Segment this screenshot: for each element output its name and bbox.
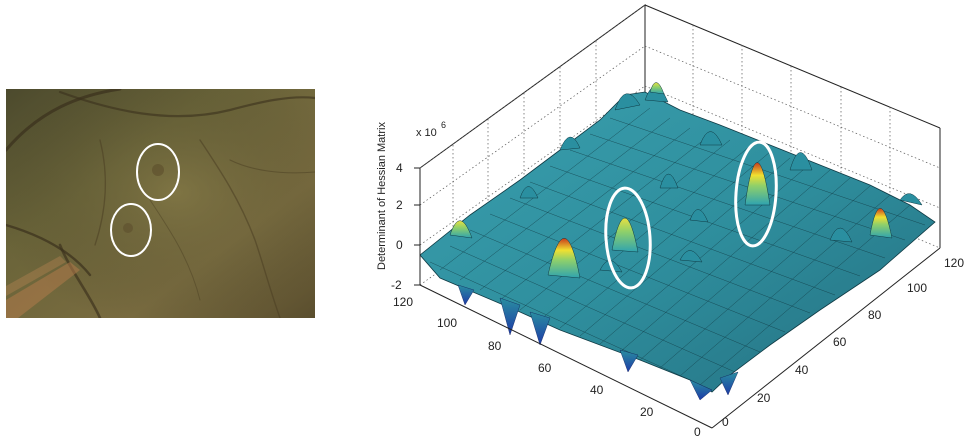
surface-valleys <box>457 284 739 401</box>
annotation-ellipse <box>734 140 778 248</box>
z-scale-exponent: 6 <box>441 120 446 130</box>
y-tick-label: 100 <box>437 316 457 330</box>
y-tick-label: 60 <box>538 361 552 375</box>
vessel <box>58 90 315 118</box>
z-tick-label: -2 <box>391 278 402 292</box>
z-tick-label: 0 <box>396 238 403 252</box>
x-tick-label: 100 <box>907 281 927 295</box>
peak <box>869 208 893 239</box>
reflex-streak <box>6 262 80 318</box>
peak <box>611 217 639 253</box>
x-tick-label: 20 <box>757 391 771 405</box>
annotation-ellipse <box>110 203 152 257</box>
x-tick-label: 120 <box>944 256 964 270</box>
x-tick-label: 60 <box>833 335 847 349</box>
grid-back-right <box>644 4 941 248</box>
vessel <box>58 243 102 318</box>
y-tick-label: 0 <box>694 425 701 439</box>
lesion <box>123 223 133 233</box>
annotation-ellipse <box>136 143 180 201</box>
vessel <box>6 89 122 152</box>
y-tick-label: 20 <box>640 405 654 419</box>
x-tick-label: 40 <box>795 363 809 377</box>
z-scale-label: x 10 <box>416 127 437 139</box>
z-axis-label: Determinant of Hessian Matrix <box>376 122 388 270</box>
y-tick-label: 120 <box>393 295 413 309</box>
vessel <box>6 223 92 277</box>
vessel <box>229 159 315 174</box>
x-ticks: 0 20 40 60 80 100 120 <box>722 256 964 429</box>
reflex-streak <box>6 256 66 296</box>
z-tick-label: 2 <box>396 198 403 212</box>
peak <box>649 82 665 95</box>
peak <box>744 162 771 206</box>
right-axis-line <box>711 247 941 429</box>
fundus-image <box>6 89 315 318</box>
x-tick-label: 0 <box>722 415 729 429</box>
z-ticks: 4 2 0 -2 <box>391 161 403 292</box>
peak <box>547 238 581 279</box>
peak <box>449 220 473 239</box>
surface-plot: Determinant of Hessian Matrix x 10 6 4 2… <box>376 4 964 439</box>
left-axis-line <box>419 284 713 429</box>
y-tick-label: 40 <box>590 383 604 397</box>
y-tick-label: 80 <box>488 339 502 353</box>
vessel <box>94 139 107 246</box>
x-tick-label: 80 <box>868 308 882 322</box>
lesion <box>152 164 164 176</box>
y-ticks: 120 100 80 60 40 20 0 <box>393 295 701 439</box>
surface-peaks <box>449 82 893 279</box>
vessel <box>149 199 201 301</box>
z-tick-label: 4 <box>396 161 403 175</box>
vessel <box>199 139 281 318</box>
annotation-ellipse <box>604 186 652 290</box>
